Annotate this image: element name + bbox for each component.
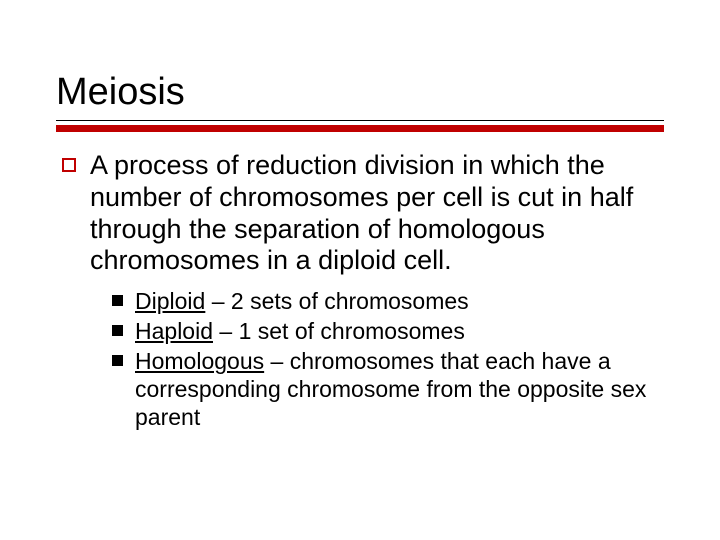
slide-body: A process of reduction division in which… bbox=[56, 150, 664, 432]
slide-title: Meiosis bbox=[56, 72, 664, 114]
bullet-level1: A process of reduction division in which… bbox=[62, 150, 664, 277]
def-diploid: – 2 sets of chromosomes bbox=[205, 288, 468, 314]
term-diploid: Diploid bbox=[135, 288, 205, 314]
title-underline bbox=[56, 120, 664, 132]
sub-list: Diploid – 2 sets of chromosomes Haploid … bbox=[62, 287, 664, 431]
thin-rule bbox=[56, 120, 664, 121]
filled-square-icon bbox=[112, 325, 123, 336]
filled-square-icon bbox=[112, 295, 123, 306]
hollow-square-icon bbox=[62, 158, 76, 172]
def-haploid: – 1 set of chromosomes bbox=[213, 318, 465, 344]
term-homologous: Homologous bbox=[135, 348, 264, 374]
sub-point-1: Diploid – 2 sets of chromosomes bbox=[135, 287, 469, 315]
thick-rule bbox=[56, 125, 664, 132]
bullet-level2: Homologous – chromosomes that each have … bbox=[112, 347, 664, 431]
bullet-level2: Diploid – 2 sets of chromosomes bbox=[112, 287, 664, 315]
term-haploid: Haploid bbox=[135, 318, 213, 344]
filled-square-icon bbox=[112, 355, 123, 366]
slide: Meiosis A process of reduction division … bbox=[0, 0, 720, 540]
main-point-text: A process of reduction division in which… bbox=[90, 150, 664, 277]
sub-point-3: Homologous – chromosomes that each have … bbox=[135, 347, 664, 431]
bullet-level2: Haploid – 1 set of chromosomes bbox=[112, 317, 664, 345]
sub-point-2: Haploid – 1 set of chromosomes bbox=[135, 317, 465, 345]
